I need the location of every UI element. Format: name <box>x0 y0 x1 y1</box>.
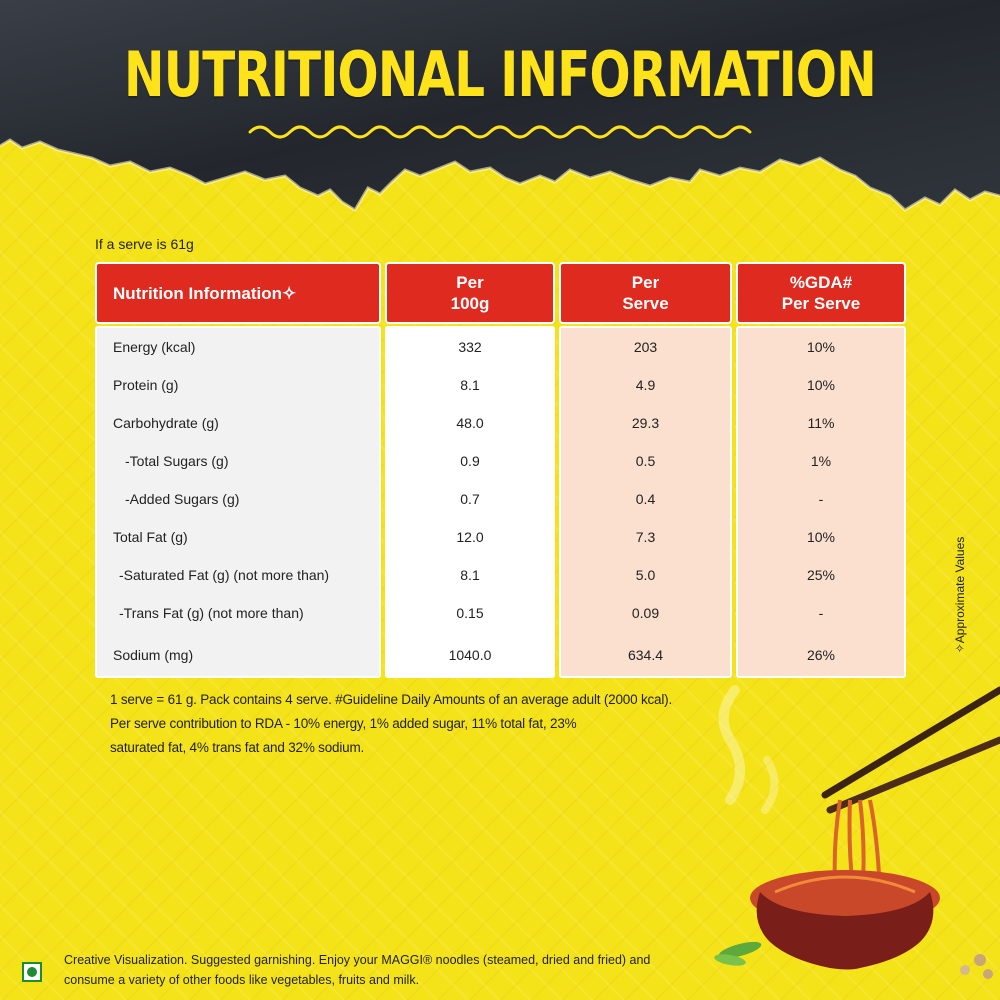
row-label: -Saturated Fat (g) (not more than) <box>119 567 330 583</box>
row-gda: 11% <box>807 415 835 431</box>
header-per-serve-line2: Serve <box>622 294 669 313</box>
row-per-serve: 634.4 <box>627 647 664 663</box>
row-per-serve: 5.0 <box>635 567 656 583</box>
row-per-100g: 332 <box>458 339 482 355</box>
row-label: Carbohydrate (g) <box>113 415 219 431</box>
header-per-100g: Per 100g <box>385 262 555 324</box>
row-gda: 25% <box>806 567 836 583</box>
footnote-line1: 1 serve = 61 g. Pack contains 4 serve. #… <box>110 692 673 707</box>
row-label: -Total Sugars (g) <box>125 453 229 469</box>
row-gda: 10% <box>806 377 836 393</box>
row-label: Sodium (mg) <box>113 647 194 663</box>
page-title: NUTRITIONAL INFORMATION <box>124 38 877 111</box>
row-per-serve: 4.9 <box>635 377 656 393</box>
column-gda-bg <box>736 326 906 678</box>
row-per-100g: 8.1 <box>460 377 480 393</box>
row-per-100g: 8.1 <box>460 567 480 583</box>
row-per-100g: 48.0 <box>456 415 484 431</box>
row-per-100g: 12.0 <box>456 529 484 545</box>
row-gda: 1% <box>810 453 832 469</box>
table-row: Energy (kcal) 332 203 10% <box>95 328 906 366</box>
slate-header-background <box>0 0 1000 213</box>
header-per-serve: Per Serve <box>559 262 732 324</box>
column-per-100g-bg <box>385 326 555 678</box>
row-per-serve: 0.4 <box>635 491 656 507</box>
row-gda: 10% <box>806 339 836 355</box>
row-gda: - <box>818 491 824 507</box>
row-per-100g: 0.7 <box>460 491 480 507</box>
row-per-100g: 0.9 <box>460 453 480 469</box>
chopsticks-icon <box>821 686 1000 814</box>
row-per-serve: 7.3 <box>635 529 656 545</box>
veg-symbol-icon <box>22 962 42 982</box>
header-gda: %GDA# Per Serve <box>736 262 906 324</box>
footnote: 1 serve = 61 g. Pack contains 4 serve. #… <box>110 688 810 760</box>
table-row: Sodium (mg) 1040.0 634.4 26% <box>95 636 906 674</box>
table-row: Total Fat (g) 12.0 7.3 10% <box>95 518 906 556</box>
header-gda-line2: Per Serve <box>781 294 861 313</box>
row-per-100g: 1040.0 <box>448 647 492 663</box>
row-per-100g: 0.15 <box>456 605 484 621</box>
header-per-100g-line1: Per <box>456 273 484 292</box>
header-nutrient: Nutrition Information✧ <box>95 262 381 324</box>
approximate-values-note: ✧Approximate Values <box>953 536 967 654</box>
row-label: Energy (kcal) <box>113 339 196 355</box>
table-row: Protein (g) 8.1 4.9 10% <box>95 366 906 404</box>
table-row: -Added Sugars (g) 0.7 0.4 - <box>95 480 906 518</box>
row-label: Total Fat (g) <box>113 529 188 545</box>
table-row: -Total Sugars (g) 0.9 0.5 1% <box>95 442 906 480</box>
table-row: -Saturated Fat (g) (not more than) 8.1 5… <box>95 556 906 594</box>
noodle-bowl-illustration <box>714 685 1000 979</box>
footnote-line2: Per serve contribution to RDA - 10% ener… <box>110 716 577 731</box>
row-gda: 26% <box>806 647 836 663</box>
row-label: -Trans Fat (g) (not more than) <box>119 605 304 621</box>
disclaimer-line1: Creative Visualization. Suggested garnis… <box>64 953 651 967</box>
row-gda: 10% <box>806 529 836 545</box>
column-per-serve-bg <box>559 326 732 678</box>
footnote-line3: saturated fat, 4% trans fat and 32% sodi… <box>110 740 365 755</box>
header-per-100g-line2: 100g <box>450 294 490 313</box>
table-row: Carbohydrate (g) 48.0 29.3 11% <box>95 404 906 442</box>
header-per-serve-line1: Per <box>631 273 660 292</box>
row-per-serve: 0.09 <box>631 605 660 621</box>
row-per-serve: 29.3 <box>631 415 660 431</box>
row-gda: - <box>818 605 824 621</box>
row-per-serve: 203 <box>633 339 658 355</box>
row-label: Protein (g) <box>113 377 179 393</box>
table-row: -Trans Fat (g) (not more than) 0.15 0.09… <box>95 594 906 632</box>
noodle-squiggle-decoration <box>248 125 752 139</box>
header-gda-line1: %GDA# <box>789 273 853 292</box>
serve-size-note: If a serve is 61g <box>95 236 194 252</box>
row-label: -Added Sugars (g) <box>125 491 240 507</box>
disclaimer: Creative Visualization. Suggested garnis… <box>64 950 724 990</box>
column-nutrient-bg <box>95 326 381 678</box>
row-per-serve: 0.5 <box>635 453 656 469</box>
disclaimer-line2: consume a variety of other foods like ve… <box>64 973 420 987</box>
